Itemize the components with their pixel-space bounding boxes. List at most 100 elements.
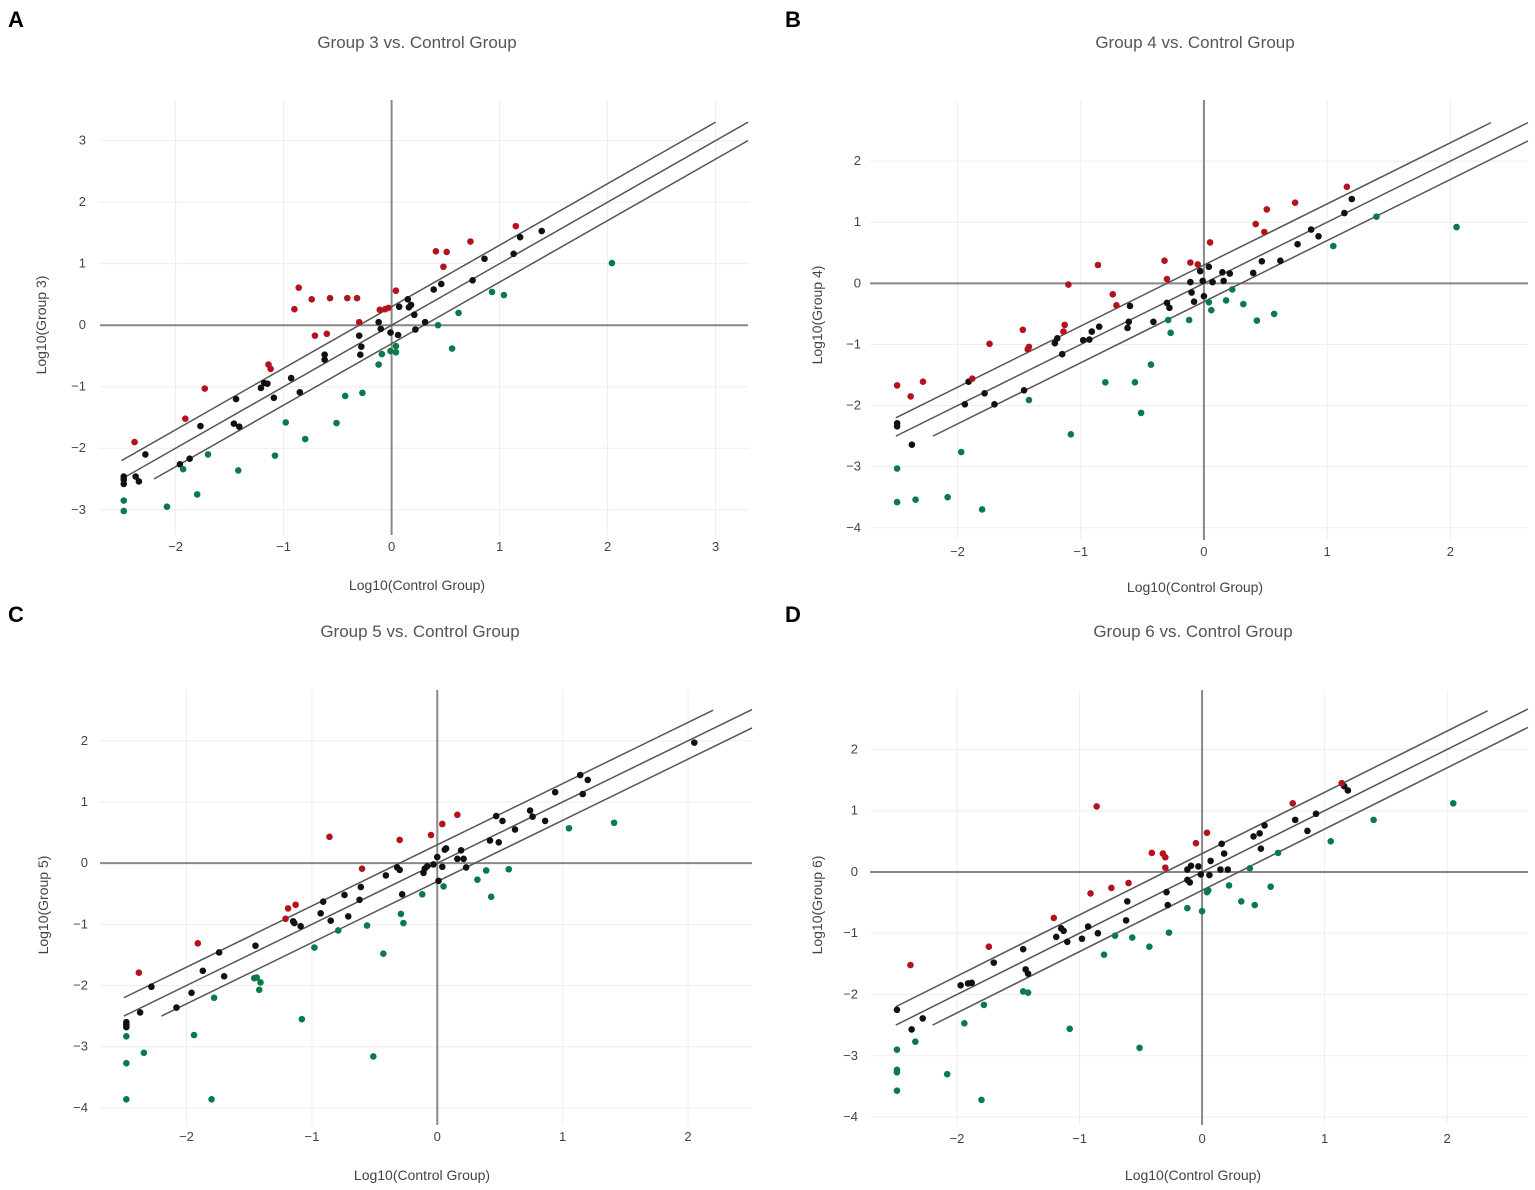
point-down [204,451,212,458]
point-down [1137,409,1145,417]
y-axis-label: Log10(Group 6) [809,856,825,955]
point-down [1164,316,1172,324]
point-unchanged [541,817,549,825]
point-down [610,819,618,827]
y-tick-label: 2 [851,741,858,756]
y-axis-label: Log10(Group 3) [33,276,49,375]
y-tick-label: −1 [843,925,858,940]
point-unchanged [495,839,503,846]
point-unchanged [1341,209,1348,217]
point-up [344,294,351,302]
point-down [163,503,171,510]
point-unchanged [232,395,240,403]
point-unchanged [423,862,431,870]
point-unchanged [529,813,536,820]
point-up [454,811,461,819]
point-up [292,901,299,909]
point-up [1050,914,1058,922]
point-down [253,974,261,981]
point-unchanged [1220,850,1228,857]
point-unchanged [1304,827,1311,835]
point-up [1162,853,1169,861]
x-tick-label: −2 [950,1131,965,1146]
point-unchanged [252,942,259,950]
fold-change-line [121,121,716,462]
point-down [1327,838,1335,845]
x-axis-label: Log10(Control Group) [1127,579,1263,595]
point-down [123,1096,130,1103]
point-unchanged [968,979,976,987]
point-unchanged [264,380,271,387]
point-up [131,438,138,446]
point-unchanged [1020,386,1028,394]
point-unchanged [454,855,461,863]
point-up [1163,275,1171,283]
x-tick-label: −1 [1073,544,1088,559]
fold-change-line [123,708,753,1017]
point-up [267,365,274,373]
point-unchanged [1307,226,1315,233]
chart-title: Group 6 vs. Control Group [1093,622,1292,641]
y-tick-label: 2 [79,194,86,209]
point-up [986,340,993,348]
point-unchanged [1187,278,1194,286]
y-tick-label: 0 [851,864,858,879]
point-unchanged [499,817,506,825]
point-down [608,259,616,267]
x-tick-label: 1 [496,539,503,554]
point-down [505,865,513,873]
x-tick-label: −2 [179,1129,194,1144]
point-down [1253,317,1261,324]
point-down [1185,316,1193,324]
point-down [1165,929,1173,936]
point-down [378,350,386,358]
point-down [1251,901,1259,909]
point-down [392,348,400,356]
panel-c: C Group 5 vs. Control Group −2 −1 0 1 2 −4 −3 −2 −… [8,602,753,1183]
point-up [358,865,366,872]
point-down [234,467,242,474]
point-unchanged [1224,866,1232,873]
point-unchanged [176,460,184,468]
point-unchanged [1220,277,1227,285]
point-down [1111,932,1119,939]
point-up [427,831,435,839]
point-down [1067,430,1075,438]
point-down [978,1096,985,1104]
point-down [380,950,387,957]
point-down [943,1070,951,1078]
point-unchanged [1344,787,1352,794]
point-unchanged [457,846,465,854]
x-axis-label: Log10(Control Group) [354,1167,490,1183]
point-down [893,1069,901,1076]
point-down [311,944,318,951]
fold-change-line [123,709,714,999]
point-up [907,393,914,400]
point-up [432,248,440,255]
point-down [1204,887,1212,894]
point-unchanged [1190,298,1198,305]
x-tick-label: 2 [684,1129,691,1144]
point-unchanged [1186,879,1194,886]
y-tick-label: 2 [854,153,861,168]
point-down [1136,1044,1143,1052]
point-down [1246,864,1254,872]
point-down [482,867,490,874]
point-unchanged [1199,277,1206,285]
point-down [980,1001,988,1009]
y-tick-label: −2 [843,987,858,1002]
point-down [448,345,456,352]
y-tick-label: 0 [854,275,861,290]
point-unchanged [1200,292,1208,300]
point-down [1205,298,1213,306]
point-up [1261,228,1268,236]
point-up [1161,257,1168,265]
point-up [1289,800,1297,807]
y-tick-label: 1 [854,214,861,229]
point-unchanged [981,390,988,397]
point-up [355,318,363,326]
point-unchanged [1122,917,1130,924]
point-unchanged [321,351,328,359]
point-down [1184,904,1191,912]
point-unchanged [358,343,365,351]
